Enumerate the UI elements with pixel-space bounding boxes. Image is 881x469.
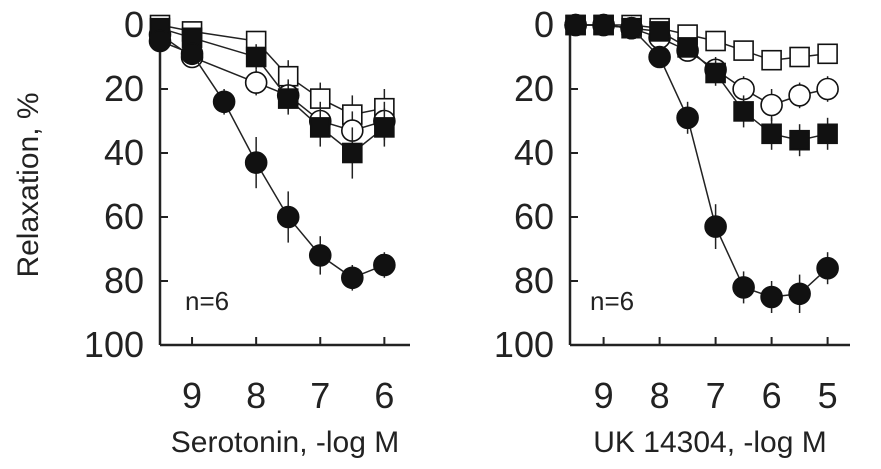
x-tick-label: 7 xyxy=(310,375,330,416)
chart-panel-serotonin: 0 20 40 60 80 100 9 8 7 6 Serotonin, -log M n=6 xyxy=(84,4,410,459)
data-point-filled-circle xyxy=(212,90,236,114)
x-tick-label: 6 xyxy=(762,375,782,416)
data-point-filled-square xyxy=(245,46,267,68)
data-point-filled-circle xyxy=(148,29,172,53)
data-point-filled-circle xyxy=(648,45,671,69)
data-point-filled-circle xyxy=(276,205,300,229)
sample-size-label: n=6 xyxy=(590,286,634,316)
data-point-filled-circle xyxy=(373,253,396,277)
y-tick-label: 60 xyxy=(514,196,554,237)
x-axis-title: Serotonin, -log M xyxy=(171,426,399,459)
x-tick-label: 6 xyxy=(374,375,394,416)
data-point-filled-circle xyxy=(244,151,268,174)
data-point-filled-square xyxy=(649,21,670,42)
y-tick-label: 0 xyxy=(124,4,144,45)
x-tick-label: 8 xyxy=(246,375,266,416)
y-tick-label: 100 xyxy=(84,324,144,365)
y-tick-label: 20 xyxy=(514,68,554,109)
data-point-open-square xyxy=(817,43,838,65)
series-line-open-square xyxy=(575,24,828,61)
y-tick-label: 80 xyxy=(104,260,144,301)
data-point-filled-circle xyxy=(816,256,839,280)
y-tick-label: 60 xyxy=(104,196,144,237)
data-point-open-circle xyxy=(788,84,811,107)
data-point-filled-square xyxy=(342,142,363,164)
y-axis-title: Relaxation, % xyxy=(12,92,45,277)
data-point-filled-square xyxy=(677,37,698,58)
data-point-open-circle xyxy=(816,77,839,101)
data-point-filled-circle xyxy=(732,276,755,299)
x-axis-title: UK 14304, -log M xyxy=(593,426,826,459)
series-line-filled-circle xyxy=(575,24,829,298)
y-tick-label: 0 xyxy=(534,4,554,45)
x-tick-label: 9 xyxy=(182,375,202,416)
data-point-filled-square xyxy=(789,129,810,151)
data-point-filled-circle xyxy=(341,266,364,290)
sample-size-label: n=6 xyxy=(185,286,229,316)
data-point-filled-square xyxy=(374,117,395,138)
y-tick-label: 80 xyxy=(514,260,554,301)
data-point-open-square xyxy=(733,40,754,61)
y-tick-label: 40 xyxy=(104,132,144,173)
data-point-open-circle xyxy=(760,93,783,117)
x-tick-label: 7 xyxy=(706,375,726,416)
data-point-filled-circle xyxy=(564,13,587,37)
data-point-open-square xyxy=(789,46,810,68)
data-point-filled-circle xyxy=(704,215,727,238)
data-point-filled-circle xyxy=(592,13,615,37)
data-point-filled-circle xyxy=(676,106,699,130)
data-point-open-square xyxy=(761,49,782,71)
data-point-filled-square xyxy=(277,88,299,109)
x-tick-label: 9 xyxy=(594,375,614,416)
y-tick-label: 100 xyxy=(494,324,554,365)
data-point-filled-circle xyxy=(180,42,204,66)
series-line-filled-square xyxy=(575,24,828,141)
data-point-filled-circle xyxy=(788,282,811,306)
data-point-filled-square xyxy=(705,62,726,84)
x-tick-label: 5 xyxy=(818,375,838,416)
data-point-filled-square xyxy=(761,123,782,145)
chart-panel-uk14304: 0 20 40 60 80 100 9 8 7 6 5 UK 14304, -log M n=6 xyxy=(494,4,850,459)
data-point-filled-square xyxy=(309,117,331,138)
x-tick-label: 8 xyxy=(650,375,670,416)
data-point-open-circle xyxy=(244,71,268,94)
data-point-open-square xyxy=(705,30,726,52)
data-point-filled-circle xyxy=(760,285,783,309)
y-tick-label: 20 xyxy=(104,68,144,109)
data-point-filled-square xyxy=(733,101,754,122)
y-tick-label: 40 xyxy=(514,132,554,173)
data-point-filled-circle xyxy=(308,244,332,267)
data-point-filled-square xyxy=(817,123,838,145)
data-point-filled-circle xyxy=(620,16,643,40)
